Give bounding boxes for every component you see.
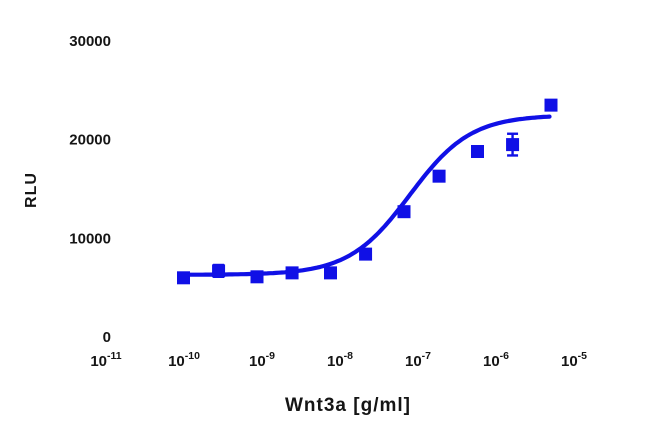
x-tick-label: 10-11 xyxy=(90,350,121,370)
x-tick-label: 10-9 xyxy=(249,350,275,370)
x-tick-label: 10-8 xyxy=(327,350,353,370)
data-point-marker xyxy=(432,169,446,183)
data-point-marker xyxy=(359,247,373,261)
x-tick-label: 10-10 xyxy=(168,350,200,370)
x-tick-label: 10-7 xyxy=(405,350,431,370)
fit-curve xyxy=(179,114,552,277)
data-point-marker xyxy=(177,271,190,285)
y-tick-label: 20000 xyxy=(69,132,111,149)
data-point-marker xyxy=(506,138,520,152)
x-axis-label: Wnt3a [g/ml] xyxy=(285,395,411,416)
data-point-marker xyxy=(471,145,484,159)
y-axis-label: RLU xyxy=(23,172,40,208)
data-point-marker xyxy=(212,264,226,278)
y-tick-label: 0 xyxy=(103,329,111,346)
x-tick-label: 10-6 xyxy=(483,350,509,370)
x-tick-label: 10-5 xyxy=(561,350,587,370)
data-point-marker xyxy=(285,266,299,280)
y-tick-label: 30000 xyxy=(69,33,111,50)
data-point-marker xyxy=(397,205,411,219)
y-tick-label: 10000 xyxy=(69,230,111,247)
data-point-marker xyxy=(324,266,337,280)
data-point-marker xyxy=(250,270,264,284)
data-point-marker xyxy=(544,98,558,112)
